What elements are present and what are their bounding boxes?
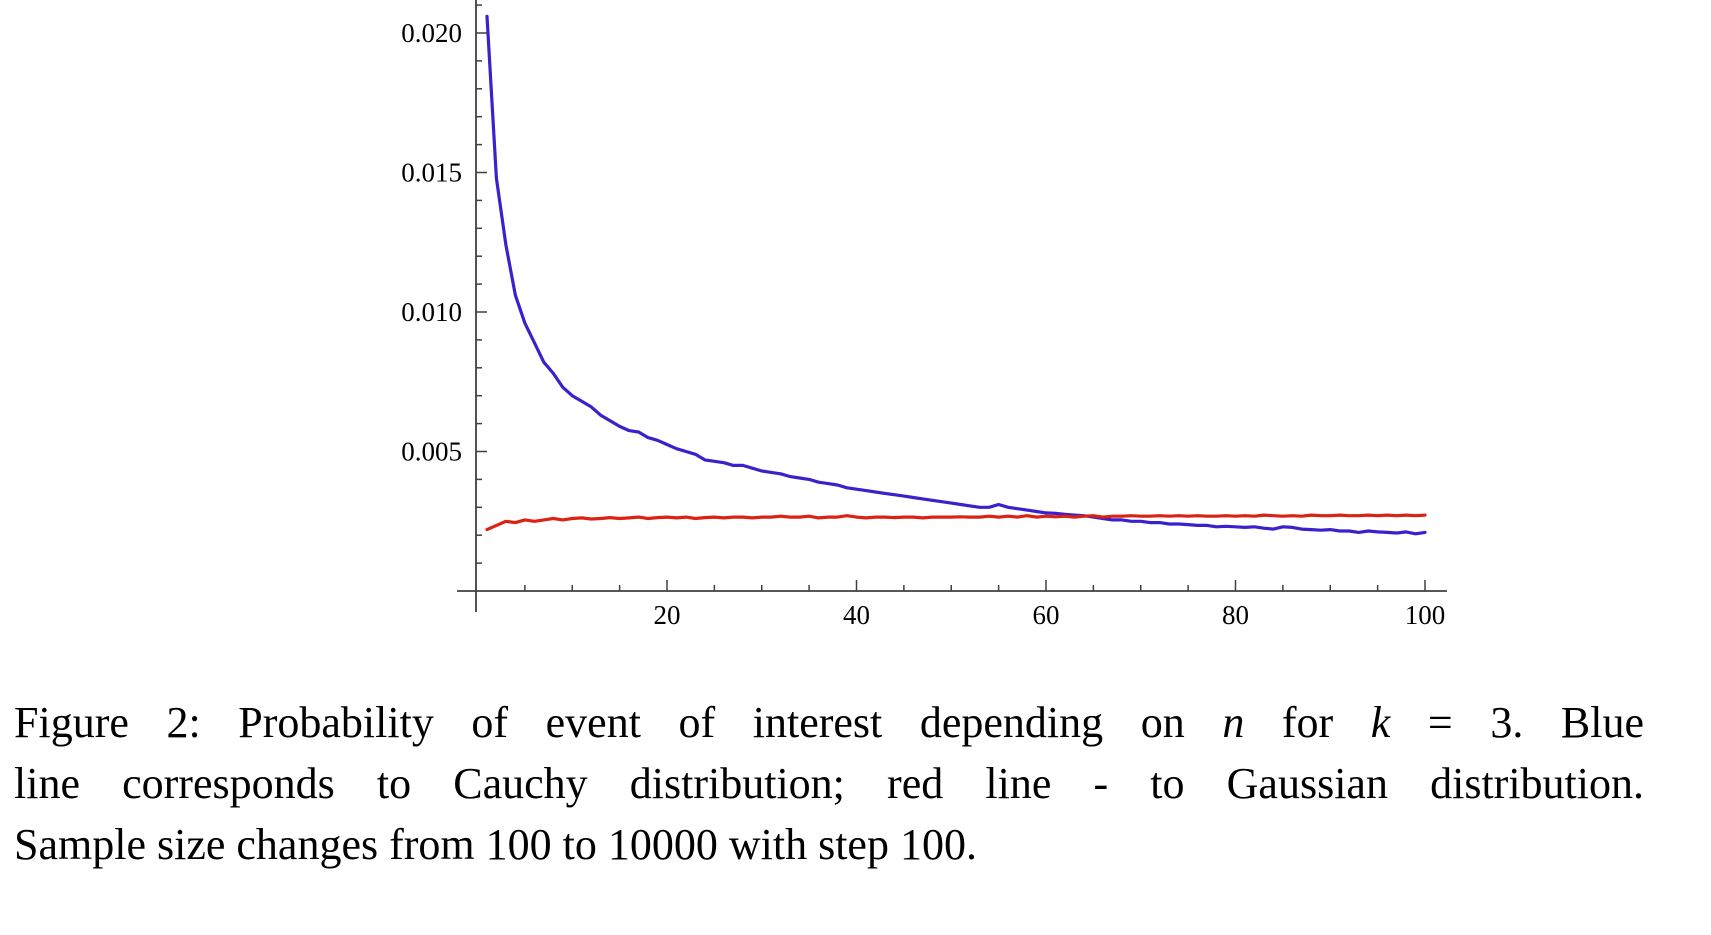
y-tick-label: 0.015 (401, 158, 462, 188)
cauchy-line (485, 14, 1427, 536)
caption-text: = 3. Blue (1390, 698, 1645, 747)
figure-caption-line-3: Sample size changes from 100 to 10000 wi… (14, 814, 1644, 875)
y-tick-label: 0.005 (401, 437, 462, 467)
caption-text: line corresponds to Cauchy distribution;… (14, 759, 1644, 808)
math-symbol: n (1222, 698, 1245, 747)
gaussian-line (485, 513, 1427, 532)
figure-caption-line-1: Figure 2: Probability of event of intere… (14, 692, 1644, 753)
caption-text: for (1244, 698, 1371, 747)
figure-caption-line-2: line corresponds to Cauchy distribution;… (14, 753, 1644, 814)
x-tick-label: 20 (654, 600, 681, 630)
caption-text: Figure 2: Probability of event of intere… (14, 698, 1223, 747)
caption-text: Sample size changes from 100 to 10000 wi… (14, 820, 977, 869)
probability-plot: 20 40 60 80 100 0.005 0.010 0.015 0.020 (401, 0, 1447, 630)
y-tick-label: 0.020 (401, 18, 462, 48)
x-tick-label: 80 (1222, 600, 1249, 630)
math-symbol: k (1370, 698, 1391, 747)
x-tick-label: 60 (1033, 600, 1060, 630)
x-tick-label: 40 (843, 600, 870, 630)
figure-caption: Figure 2: Probability of event of intere… (14, 692, 1644, 875)
y-tick-label: 0.010 (401, 297, 462, 327)
x-tick-label: 100 (1405, 600, 1446, 630)
